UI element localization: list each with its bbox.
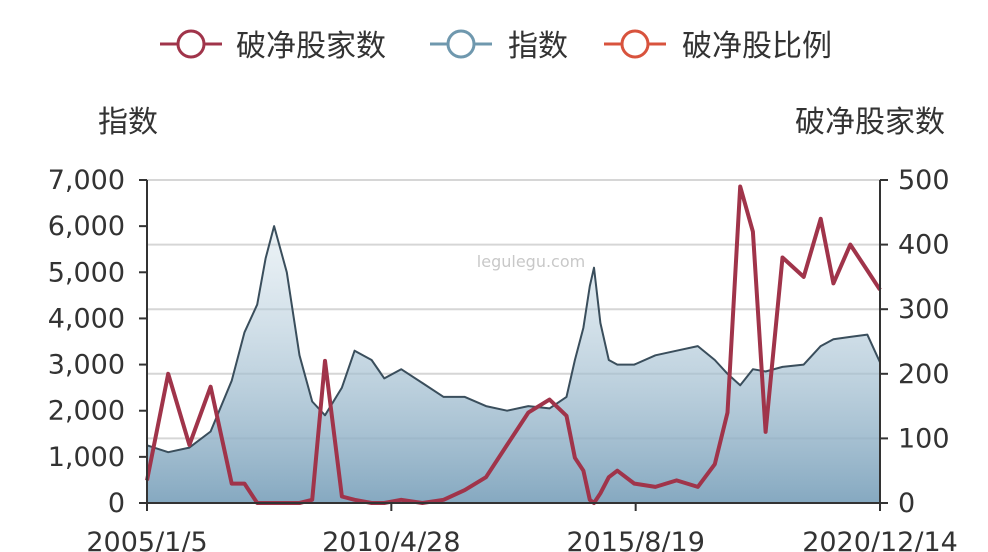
right-axis-tick-label: 500 xyxy=(898,165,950,196)
x-axis-tick-label: 2005/1/5 xyxy=(86,527,207,552)
x-axis-tick-label: 2015/8/19 xyxy=(566,527,704,552)
right-axis-tick-label: 400 xyxy=(898,230,950,261)
legend-item-break-count[interactable]: 破净股家数 xyxy=(160,29,386,64)
legend: 破净股家数 指数 破净股比例 xyxy=(160,29,832,64)
right-axis-tick-label: 300 xyxy=(898,294,950,325)
legend-item-index[interactable]: 指数 xyxy=(430,29,568,64)
left-axis-title: 指数 xyxy=(98,105,158,140)
x-axis-tick-label: 2020/12/14 xyxy=(802,527,958,552)
left-axis-tick-label: 7,000 xyxy=(48,165,125,196)
index-area xyxy=(147,226,880,503)
right-axis-tick-label: 100 xyxy=(898,423,950,454)
legend-marker-icon xyxy=(176,29,206,59)
watermark: legulegu.com xyxy=(477,252,585,271)
legend-marker-icon xyxy=(446,29,476,59)
index-line xyxy=(146,225,881,454)
legend-marker-icon xyxy=(620,29,650,59)
left-axis-tick-label: 5,000 xyxy=(48,257,125,288)
index-area-fill xyxy=(147,226,880,503)
right-axis-tick-label: 200 xyxy=(898,359,950,390)
legend-item-break-ratio[interactable]: 破净股比例 xyxy=(604,29,832,64)
legend-label-index: 指数 xyxy=(508,29,568,64)
right-axis-tick-label: 0 xyxy=(898,488,915,519)
left-axis-tick-label: 0 xyxy=(108,488,125,519)
right-axis-title: 破净股家数 xyxy=(795,105,945,140)
legend-label-break-count: 破净股家数 xyxy=(236,29,386,64)
legend-label-break-ratio: 破净股比例 xyxy=(682,29,832,64)
x-axis-tick-label: 2010/4/28 xyxy=(322,527,460,552)
left-axis-tick-label: 2,000 xyxy=(48,396,125,427)
axes: 0 1,000 2,000 3,000 4,000 5,000 6,000 7,000 0 100… xyxy=(48,165,958,552)
left-axis-tick-label: 3,000 xyxy=(48,350,125,381)
left-axis-tick-label: 4,000 xyxy=(48,303,125,334)
left-axis-tick-label: 1,000 xyxy=(48,442,125,473)
left-axis-tick-label: 6,000 xyxy=(48,211,125,242)
